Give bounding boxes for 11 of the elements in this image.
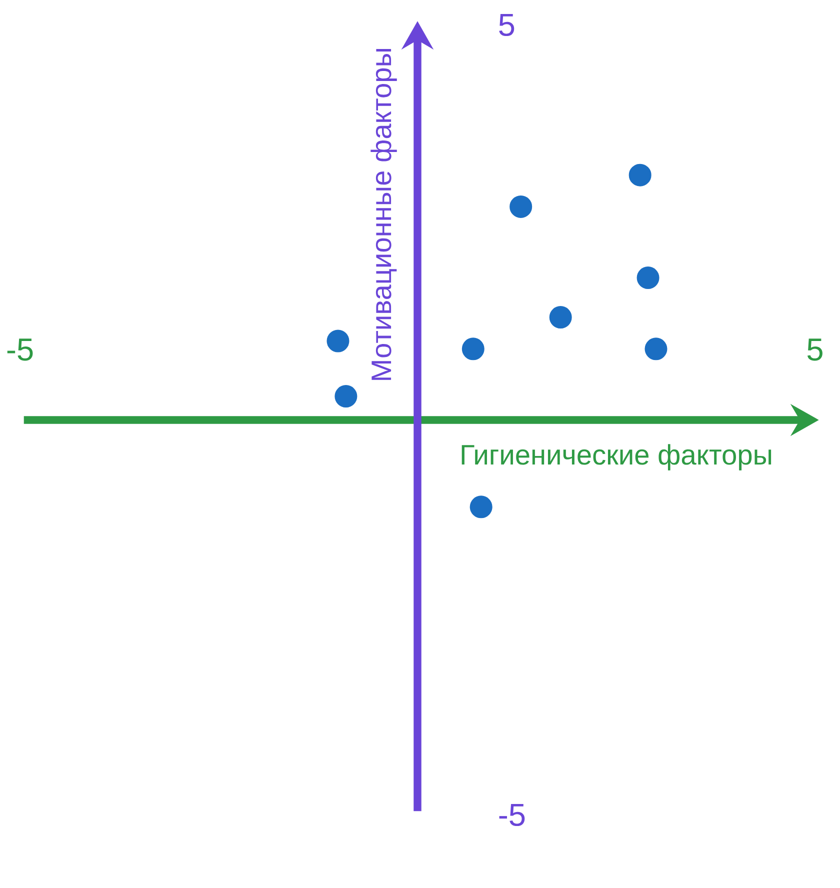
point	[628, 164, 652, 186]
point	[644, 338, 668, 360]
point	[470, 496, 492, 518]
x-axis-title: Гигиенические факторы	[462, 444, 772, 470]
point	[510, 195, 532, 218]
point	[334, 385, 358, 408]
y-axis-title: Мотивационные факторы	[370, 48, 397, 380]
point	[462, 338, 484, 360]
point	[549, 306, 572, 329]
point	[636, 266, 660, 290]
point	[326, 330, 350, 352]
